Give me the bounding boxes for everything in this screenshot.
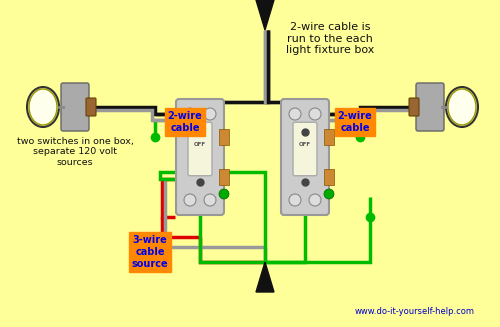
Circle shape	[184, 194, 196, 206]
Text: 2-wire cable is
run to the each
light fixture box: 2-wire cable is run to the each light fi…	[286, 22, 374, 55]
Text: 2-wire
cable: 2-wire cable	[168, 111, 202, 133]
FancyBboxPatch shape	[324, 169, 334, 185]
Text: 2-wire
cable: 2-wire cable	[338, 111, 372, 133]
Polygon shape	[256, 262, 274, 292]
FancyBboxPatch shape	[61, 83, 89, 131]
FancyBboxPatch shape	[219, 169, 229, 185]
Circle shape	[204, 108, 216, 120]
Circle shape	[309, 108, 321, 120]
Text: OFF: OFF	[299, 143, 311, 147]
Text: two switches in one box,
separate 120 volt
sources: two switches in one box, separate 120 vo…	[16, 137, 134, 167]
Circle shape	[184, 108, 196, 120]
Text: 3-wire
cable
source: 3-wire cable source	[132, 235, 168, 268]
Circle shape	[324, 189, 334, 199]
Text: OFF: OFF	[194, 143, 206, 147]
FancyBboxPatch shape	[281, 99, 329, 215]
FancyBboxPatch shape	[188, 122, 212, 176]
Circle shape	[204, 194, 216, 206]
Circle shape	[289, 108, 301, 120]
Ellipse shape	[448, 89, 476, 125]
Circle shape	[289, 194, 301, 206]
FancyBboxPatch shape	[219, 129, 229, 145]
FancyBboxPatch shape	[176, 99, 224, 215]
FancyBboxPatch shape	[86, 98, 96, 116]
FancyBboxPatch shape	[293, 122, 317, 176]
Polygon shape	[256, 0, 274, 30]
Circle shape	[309, 194, 321, 206]
Ellipse shape	[29, 89, 57, 125]
FancyBboxPatch shape	[324, 129, 334, 145]
Text: www.do-it-yourself-help.com: www.do-it-yourself-help.com	[355, 307, 475, 317]
FancyBboxPatch shape	[416, 83, 444, 131]
Circle shape	[219, 189, 229, 199]
FancyBboxPatch shape	[409, 98, 419, 116]
